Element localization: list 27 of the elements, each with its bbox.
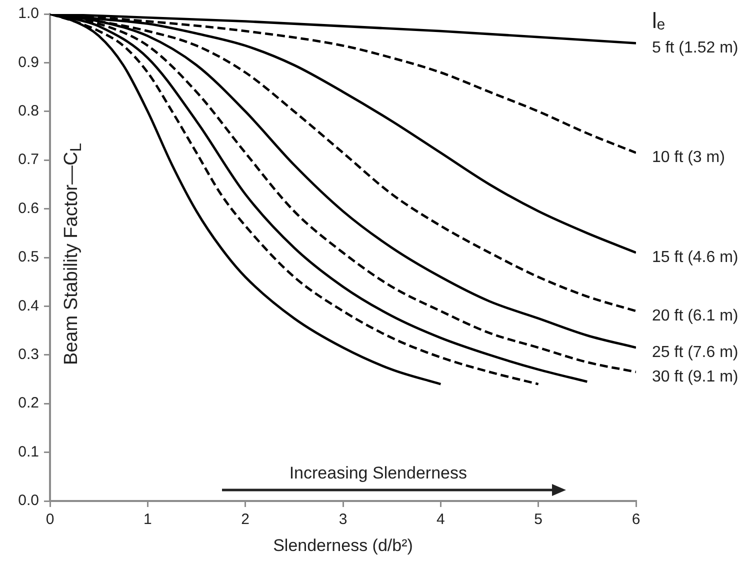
y-tick-label: 0.3 [18, 346, 39, 364]
series-label: 15 ft (4.6 m) [652, 249, 738, 266]
y-tick-label: 0.4 [18, 297, 39, 314]
y-tick-label: 1.0 [18, 5, 39, 22]
x-tick-label: 1 [143, 511, 152, 528]
x-axis-title: Slenderness (d/b²) [272, 536, 414, 556]
x-tick-label: 0 [46, 511, 54, 528]
x-tick-label: 3 [338, 511, 348, 528]
y-tick-label: 0.7 [18, 151, 39, 168]
y-tick-label: 0.5 [18, 248, 39, 266]
y-tick-label: 0.0 [18, 492, 39, 510]
y-tick-label: 0.2 [18, 394, 39, 412]
y-tick-label: 0.6 [18, 200, 39, 217]
series-label: 20 ft (6.1 m) [652, 307, 738, 324]
x-tick-label: 4 [436, 511, 445, 528]
y-tick-label: 0.8 [18, 102, 39, 120]
series-label: 30 ft (9.1 m) [652, 368, 738, 386]
x-tick-label: 5 [534, 511, 543, 528]
series-label: 10 ft (3 m) [652, 149, 725, 166]
legend-title: lₑ [652, 8, 666, 34]
series-label: 25 ft (7.6 m) [652, 344, 738, 361]
y-tick-label: 0.9 [18, 54, 39, 71]
x-tick-label: 2 [241, 511, 250, 528]
annotation: Increasing Slenderness [289, 464, 467, 483]
series-label: 5 ft (1.52 m) [652, 40, 738, 57]
x-tick-label: 6 [632, 511, 640, 528]
y-tick-label: 0.1 [18, 443, 39, 460]
